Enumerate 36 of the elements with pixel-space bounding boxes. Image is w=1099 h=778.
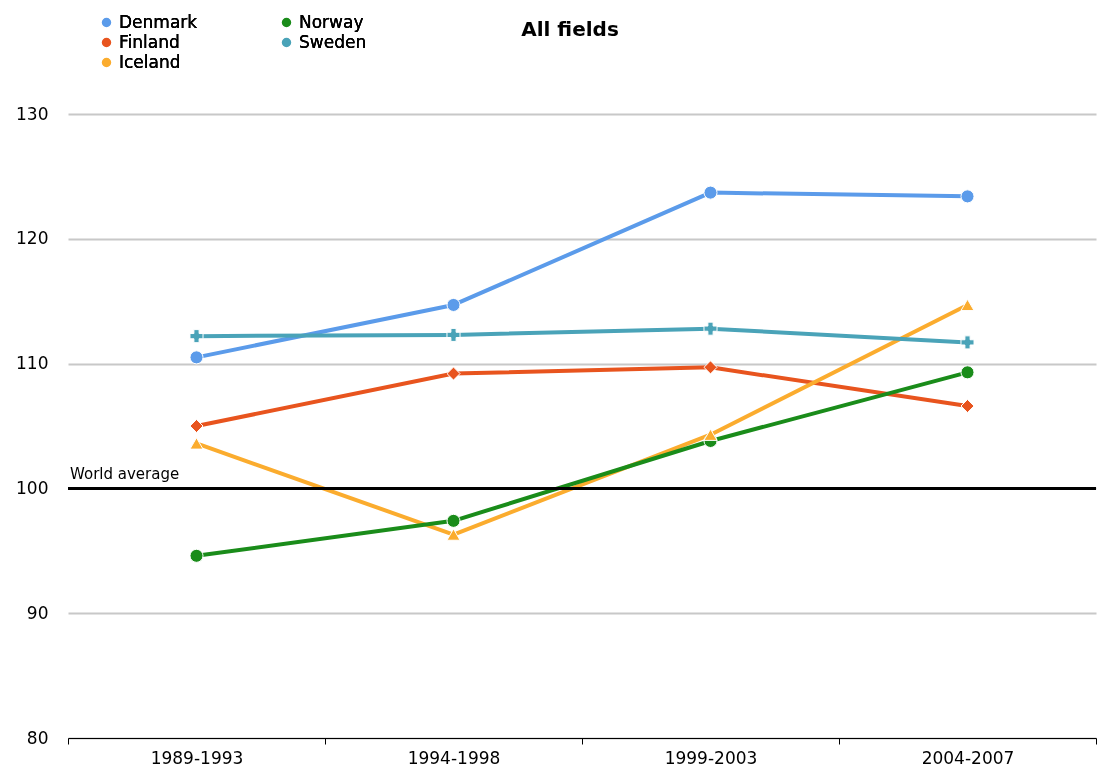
point xyxy=(960,335,975,350)
ref-line-label: World average xyxy=(70,465,180,484)
point xyxy=(446,366,461,381)
point xyxy=(960,189,975,204)
point xyxy=(189,437,204,450)
legend-label: Sweden xyxy=(299,31,367,52)
x-tick-label: 2004-2007 xyxy=(921,747,1015,768)
point xyxy=(189,329,204,344)
y-tick-label: 80 xyxy=(26,727,49,748)
y-tick-label: 130 xyxy=(16,103,49,124)
point xyxy=(189,418,204,434)
legend-label: Norway xyxy=(299,11,364,32)
point xyxy=(703,428,718,441)
x-tick-label: 1999-2003 xyxy=(664,747,758,768)
point xyxy=(446,327,461,342)
chart-title: All fields xyxy=(521,17,619,41)
legend-label: Denmark xyxy=(119,11,198,32)
point xyxy=(446,297,461,312)
point xyxy=(189,350,204,365)
point xyxy=(189,548,204,563)
point xyxy=(960,298,975,312)
legend-label: Finland xyxy=(119,31,180,52)
legend-label: Iceland xyxy=(119,51,181,72)
point xyxy=(446,513,461,528)
y-tick-label: 90 xyxy=(26,602,49,623)
point xyxy=(960,399,975,414)
point xyxy=(960,365,975,380)
y-tick-label: 120 xyxy=(16,228,49,249)
point xyxy=(703,185,718,200)
x-tick-label: 1994-1998 xyxy=(407,747,501,768)
y-tick-label: 100 xyxy=(16,477,49,498)
point xyxy=(446,528,461,541)
point xyxy=(703,321,718,336)
y-tick-label: 110 xyxy=(16,353,49,374)
x-tick-label: 1989-1993 xyxy=(150,747,244,768)
point xyxy=(703,360,718,375)
